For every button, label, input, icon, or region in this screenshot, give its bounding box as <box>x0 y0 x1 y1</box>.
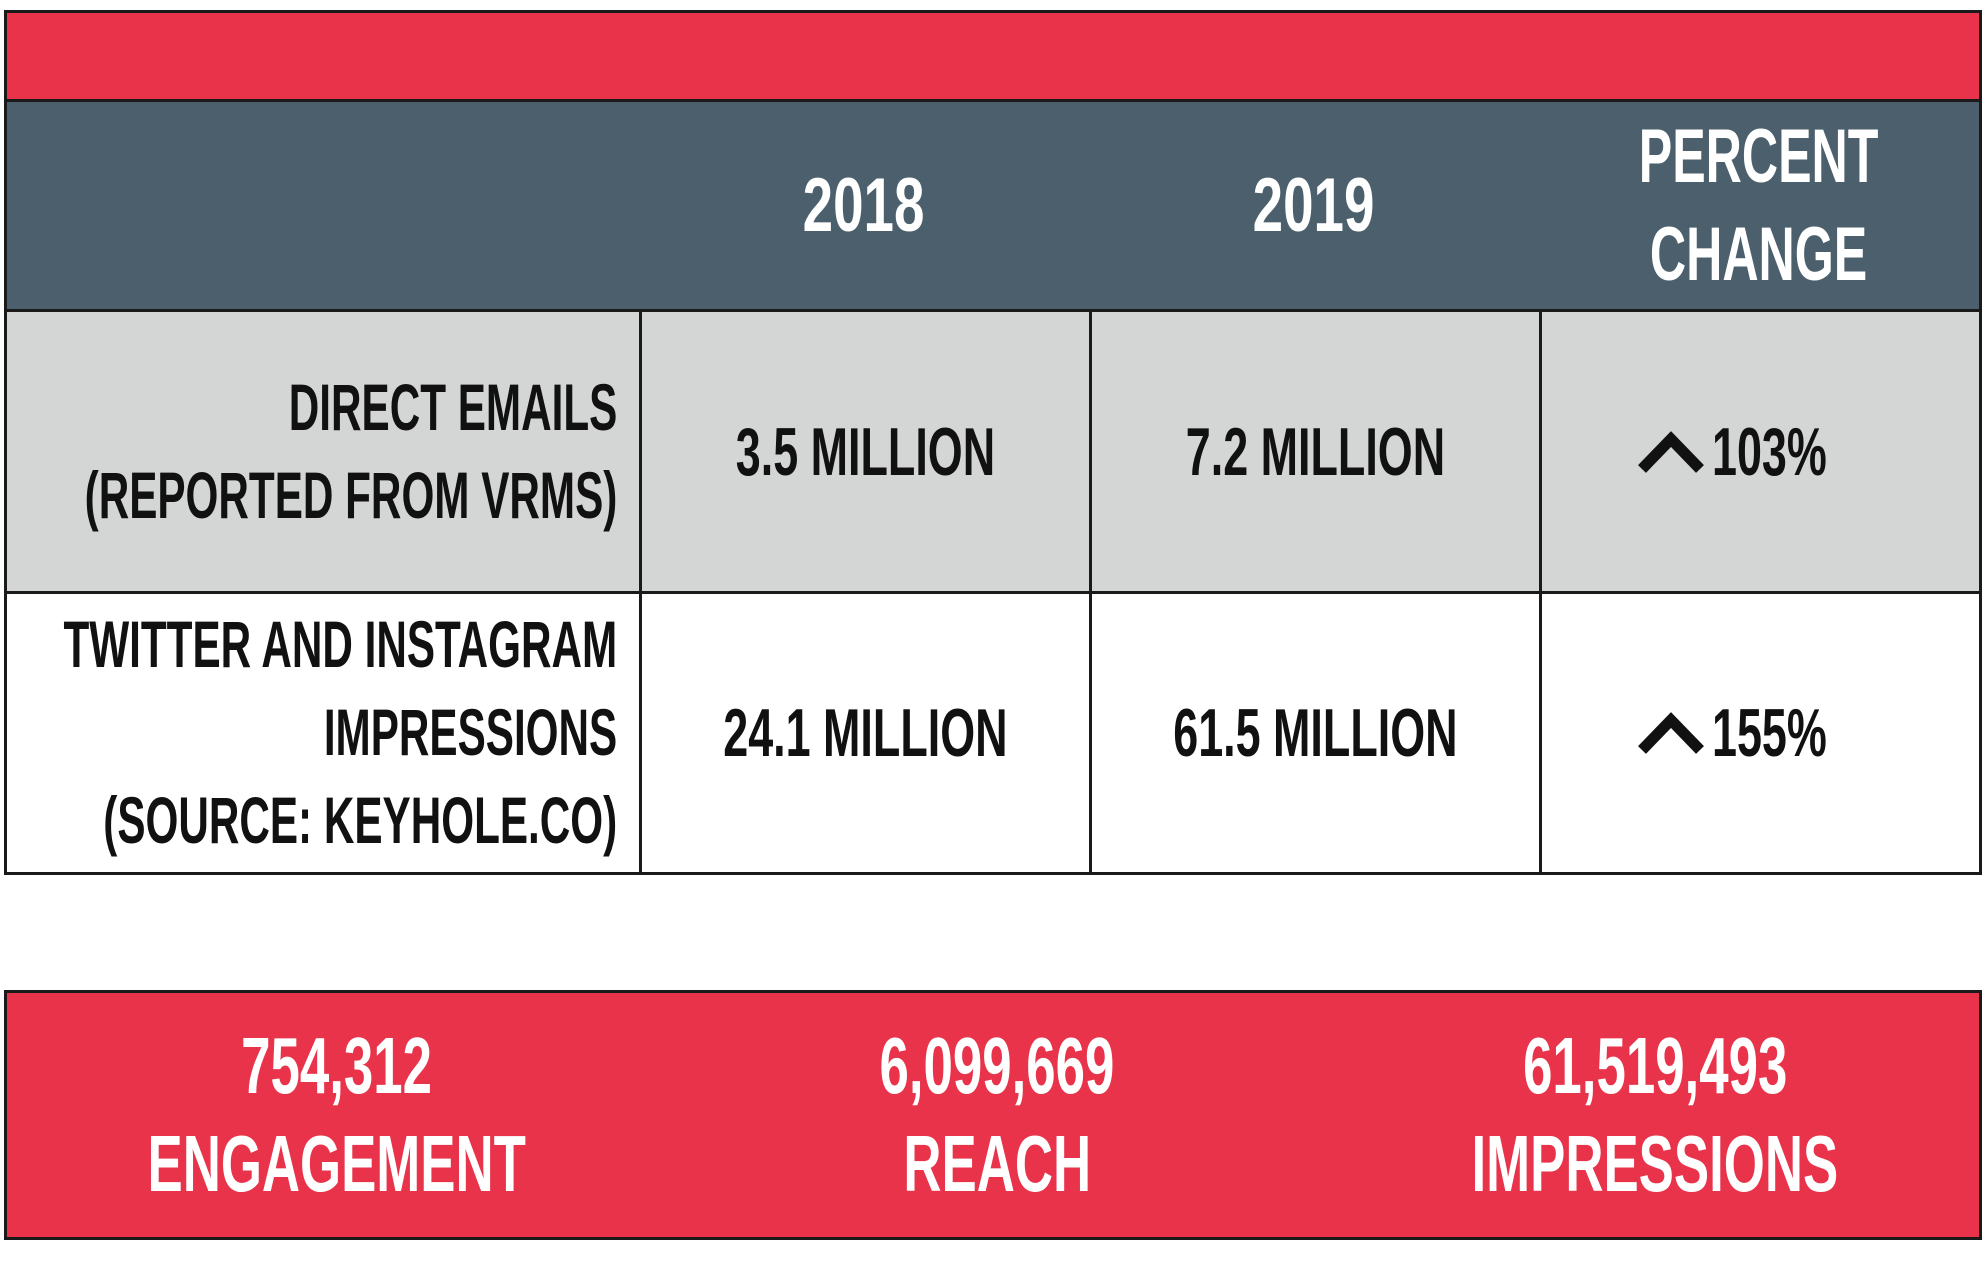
value-2019: 61.5 MILLION <box>1173 695 1458 771</box>
metric-value: 6,099,669 <box>879 1021 1115 1111</box>
row-label-line: TWITTER AND INSTAGRAM <box>63 607 617 682</box>
value-cell-2019: 61.5 MILLION <box>1089 594 1539 872</box>
table-row-social-impressions: TWITTER AND INSTAGRAM IMPRESSIONS (SOURC… <box>7 591 1979 872</box>
value-2018: 3.5 MILLION <box>735 413 996 490</box>
value-2018: 24.1 MILLION <box>723 695 1008 771</box>
row-label: DIRECT EMAILS (REPORTED FROM VRMs) <box>84 364 617 540</box>
header-2019: 2019 <box>1253 162 1375 248</box>
row-label: TWITTER AND INSTAGRAM IMPRESSIONS (SOURC… <box>63 601 617 864</box>
row-label-cell: DIRECT EMAILS (REPORTED FROM VRMs) <box>7 312 639 591</box>
header-2018: 2018 <box>803 162 925 248</box>
value-2019: 7.2 MILLION <box>1185 413 1446 490</box>
header-cell-2019: 2019 <box>1089 102 1539 309</box>
metric-label: REACH <box>903 1119 1091 1208</box>
top-accent-band <box>4 10 1982 102</box>
percent-change-cell: 103% <box>1539 312 1979 591</box>
summary-metrics-band: 754,312 ENGAGEMENT 6,099,669 REACH 61,51… <box>4 990 1982 1240</box>
metric-value: 61,519,493 <box>1522 1021 1788 1111</box>
header-percent-change: PERCENT CHANGE <box>1639 108 1879 303</box>
row-label-line: IMPRESSIONS <box>323 695 617 770</box>
percent-change-value: 155% <box>1711 695 1827 771</box>
row-label-cell: TWITTER AND INSTAGRAM IMPRESSIONS (SOURC… <box>7 594 639 872</box>
header-cell-2018: 2018 <box>639 102 1089 309</box>
metric-label: ENGAGEMENT <box>147 1119 527 1208</box>
caret-up-icon <box>1637 712 1704 754</box>
metric-value: 754,312 <box>241 1021 433 1111</box>
value-cell-2018: 24.1 MILLION <box>639 594 1089 872</box>
header-empty-cell <box>7 102 639 309</box>
header-percent-line: PERCENT <box>1639 114 1879 200</box>
table-header-row: 2018 2019 PERCENT CHANGE <box>7 102 1979 309</box>
percent-change: 155% <box>1636 699 1886 767</box>
metric-impressions: 61,519,493 IMPRESSIONS <box>1325 993 1985 1237</box>
header-change-line: CHANGE <box>1650 211 1868 297</box>
metric-label: IMPRESSIONS <box>1471 1119 1839 1208</box>
row-label-line: DIRECT EMAILS <box>288 369 617 444</box>
stats-table: 2018 2019 PERCENT CHANGE DIRECT EMAILS (… <box>4 99 1982 875</box>
value-cell-2019: 7.2 MILLION <box>1089 312 1539 591</box>
percent-change-value: 103% <box>1711 413 1827 490</box>
percent-change-cell: 155% <box>1539 594 1979 872</box>
metric-reach: 6,099,669 REACH <box>667 993 1327 1237</box>
metric-engagement: 754,312 ENGAGEMENT <box>7 993 667 1237</box>
row-label-line: (REPORTED FROM VRMs) <box>84 457 617 532</box>
caret-up-icon <box>1637 430 1704 473</box>
percent-change: 103% <box>1636 418 1886 486</box>
header-cell-percent-change: PERCENT CHANGE <box>1539 102 1979 309</box>
table-row-direct-emails: DIRECT EMAILS (REPORTED FROM VRMs) 3.5 M… <box>7 309 1979 591</box>
row-label-line: (SOURCE: KEYHOLE.CO) <box>103 782 618 857</box>
value-cell-2018: 3.5 MILLION <box>639 312 1089 591</box>
